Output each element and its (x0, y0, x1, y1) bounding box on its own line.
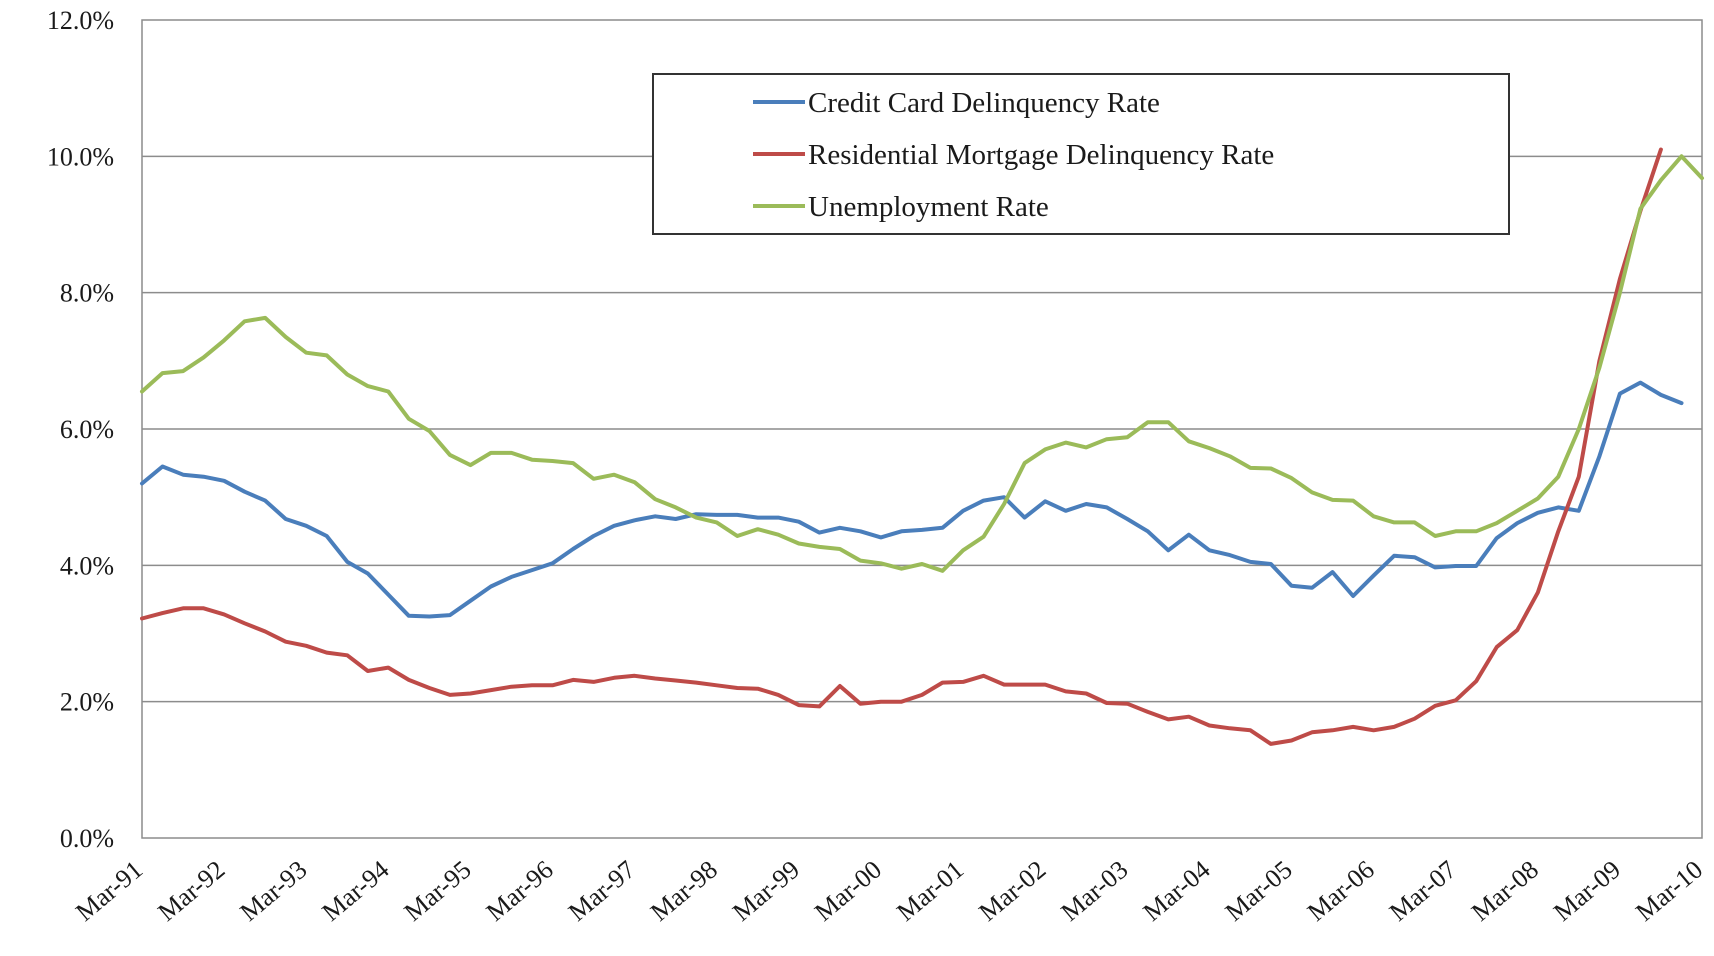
x-tick-label: Mar-91 (70, 855, 148, 927)
gridlines (142, 155, 1702, 703)
y-tick-label: 4.0% (60, 551, 114, 580)
x-tick-label: Mar-98 (645, 855, 723, 927)
x-tick-label: Mar-08 (1466, 855, 1544, 927)
legend: Credit Card Delinquency Rate Residential … (652, 73, 1510, 235)
x-tick-label: Mar-06 (1302, 855, 1380, 927)
legend-label-0: Credit Card Delinquency Rate (808, 87, 1160, 119)
x-tick-label: Mar-00 (809, 855, 887, 927)
x-tick-label: Mar-93 (234, 855, 312, 927)
series-group (140, 147, 1704, 746)
y-tick-label: 2.0% (60, 688, 114, 717)
x-tick-label: Mar-99 (727, 855, 805, 927)
x-tick-label: Mar-09 (1548, 855, 1626, 927)
x-axis: Mar-91 Mar-92 Mar-93 Mar-94 Mar-95 Mar-96 Mar-… (70, 855, 1708, 927)
x-tick-label: Mar-10 (1630, 855, 1708, 927)
series-line-2 (140, 154, 1704, 573)
y-axis: 0.0% 2.0% 4.0% 6.0% 8.0% 10.0% 12.0% (47, 6, 114, 853)
y-tick-label: 8.0% (60, 279, 114, 308)
x-tick-label: Mar-04 (1138, 855, 1216, 927)
x-tick-label: Mar-01 (891, 855, 969, 927)
x-tick-label: Mar-07 (1384, 855, 1462, 927)
x-tick-label: Mar-94 (317, 855, 395, 927)
x-tick-label: Mar-05 (1220, 855, 1298, 927)
x-tick-label: Mar-92 (152, 855, 230, 927)
legend-label-1: Residential Mortgage Delinquency Rate (808, 139, 1274, 171)
series-line-1 (140, 147, 1663, 746)
x-tick-label: Mar-96 (481, 855, 559, 927)
x-tick-label: Mar-95 (399, 855, 477, 927)
x-tick-label: Mar-97 (563, 855, 641, 927)
legend-label-2: Unemployment Rate (808, 191, 1049, 223)
y-tick-label: 10.0% (47, 142, 114, 171)
plot-area (141, 19, 1703, 839)
y-tick-label: 6.0% (60, 415, 114, 444)
x-tick-label: Mar-03 (1055, 855, 1133, 927)
y-tick-label: 12.0% (47, 6, 114, 35)
y-tick-label: 0.0% (60, 824, 114, 853)
series-line-0 (140, 380, 1684, 619)
x-tick-label: Mar-02 (973, 855, 1051, 927)
